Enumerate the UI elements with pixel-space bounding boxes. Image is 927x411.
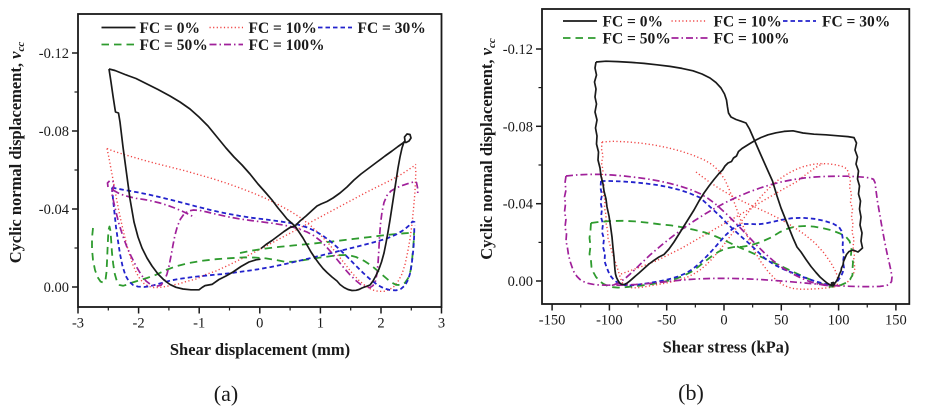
svg-text:-0.04: -0.04 <box>503 197 534 213</box>
svg-text:150: 150 <box>885 313 907 329</box>
svg-text:FC = 50%: FC = 50% <box>140 37 208 54</box>
svg-text:Shear stress (kPa): Shear stress (kPa) <box>663 338 790 357</box>
svg-text:1: 1 <box>317 316 324 332</box>
svg-text:(b): (b) <box>678 380 704 405</box>
svg-text:0.00: 0.00 <box>44 280 69 296</box>
svg-text:FC = 0%: FC = 0% <box>140 20 201 37</box>
svg-text:-0.12: -0.12 <box>39 46 69 62</box>
svg-text:FC = 50%: FC = 50% <box>603 31 671 48</box>
svg-text:-1: -1 <box>193 316 205 332</box>
svg-text:-3: -3 <box>72 316 84 332</box>
svg-text:-100: -100 <box>596 313 623 329</box>
svg-text:Cyclic normal displacement, vc: Cyclic normal displacement, vcc <box>6 42 27 264</box>
svg-text:-0.08: -0.08 <box>503 119 533 135</box>
svg-text:FC = 10%: FC = 10% <box>714 14 782 31</box>
svg-text:0.00: 0.00 <box>508 274 533 290</box>
svg-text:0: 0 <box>256 316 263 332</box>
svg-text:100: 100 <box>828 313 850 329</box>
svg-text:(a): (a) <box>214 381 238 406</box>
svg-text:-0.04: -0.04 <box>39 202 70 218</box>
svg-text:-0.08: -0.08 <box>39 124 69 140</box>
svg-text:FC = 0%: FC = 0% <box>603 14 664 31</box>
svg-text:2: 2 <box>377 316 384 332</box>
svg-text:Shear displacement (mm): Shear displacement (mm) <box>170 340 350 359</box>
svg-text:FC = 30%: FC = 30% <box>822 14 890 31</box>
svg-text:FC = 100%: FC = 100% <box>714 31 790 48</box>
svg-text:50: 50 <box>774 313 789 329</box>
svg-text:Cyclic normal displacement, vc: Cyclic normal displacement, vcc <box>477 38 498 260</box>
svg-text:FC = 100%: FC = 100% <box>249 37 325 54</box>
svg-text:-0.12: -0.12 <box>503 42 533 58</box>
svg-text:-2: -2 <box>133 316 145 332</box>
svg-text:FC = 30%: FC = 30% <box>358 20 426 37</box>
svg-text:0: 0 <box>720 313 727 329</box>
svg-text:3: 3 <box>438 316 445 332</box>
svg-text:FC = 10%: FC = 10% <box>249 20 317 37</box>
svg-text:-150: -150 <box>539 313 566 329</box>
svg-text:-50: -50 <box>657 313 676 329</box>
